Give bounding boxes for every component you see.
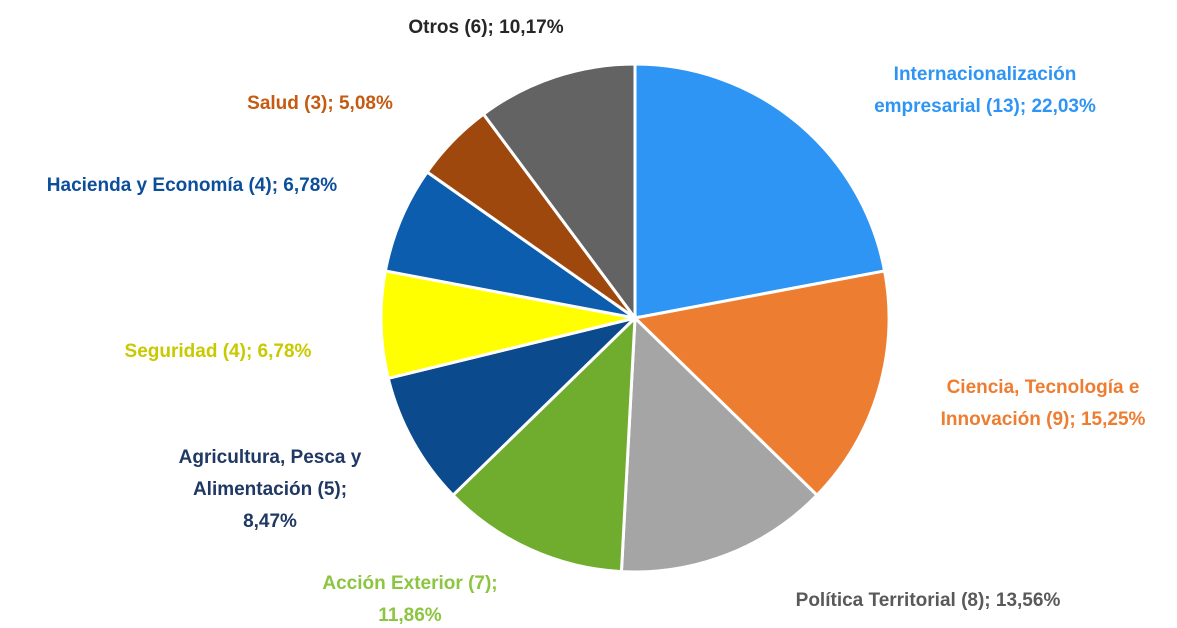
pie-slice: [386, 315, 640, 498]
slice-label: Salud (3); 5,08%: [247, 93, 393, 114]
pie-slice: [481, 62, 637, 323]
slice-label: Otros (6); 10,17%: [408, 17, 563, 38]
pie-slice: [619, 314, 820, 574]
slice-label: Política Territorial (8); 13,56%: [796, 590, 1061, 611]
pie-slice: [379, 269, 636, 381]
slice-label: Hacienda y Economía (4); 6,78%: [47, 175, 337, 196]
pie-slice: [383, 169, 636, 320]
slice-label: Ciencia, Tecnología e Innovación (9); 15,…: [941, 377, 1146, 430]
slice-label: Agricultura, Pesca y Alimentación (5); 8,4…: [179, 447, 362, 532]
pie-slice: [450, 314, 637, 574]
slice-label: Internacionalización empresarial (13); 22…: [874, 64, 1096, 117]
pie-slice: [633, 62, 887, 320]
slice-label: Acción Exterior (7); 11,86%: [322, 573, 497, 626]
pie-slice: [631, 269, 891, 498]
slice-label: Seguridad (4); 6,78%: [125, 341, 312, 362]
